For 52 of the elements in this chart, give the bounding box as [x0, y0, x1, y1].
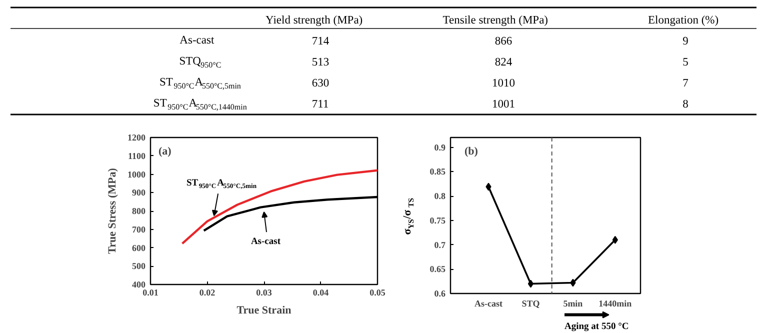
- x-tick-label: 5min: [563, 298, 583, 308]
- text: As-cast: [180, 34, 215, 46]
- point: [486, 182, 492, 191]
- text: 8: [682, 98, 689, 110]
- text: 711: [312, 98, 329, 110]
- text: Tensile strength (MPa): [442, 14, 548, 26]
- y-tick-label: 700: [132, 224, 146, 234]
- y-tick-label: 800: [132, 206, 146, 216]
- point: [570, 278, 576, 287]
- y-tick-label: 1100: [128, 150, 146, 161]
- y-tick-label: 0.85: [430, 166, 446, 177]
- text: 1001: [492, 98, 516, 110]
- x-axis-title: True Strain: [236, 304, 292, 316]
- annotation: As-cast: [250, 237, 282, 248]
- y-tick-label: 0.75: [430, 215, 446, 226]
- text: 866: [494, 36, 512, 48]
- text: 824: [494, 56, 512, 68]
- y-tick-label: 0.65: [430, 264, 446, 274]
- text: (a): [158, 146, 172, 158]
- text: 9: [682, 36, 689, 48]
- x-tick-label: 1440min: [598, 298, 632, 308]
- text: 5: [682, 56, 689, 68]
- text: 714: [312, 36, 330, 48]
- y-tick-label: 400: [132, 280, 146, 290]
- text: (b): [464, 146, 478, 158]
- x-tick-label: 0.04: [312, 288, 330, 298]
- y-tick-label: 0.9: [434, 142, 446, 152]
- point: [612, 236, 618, 244]
- y-axis-title: True Stress (MPa): [106, 168, 118, 254]
- x-tick-label: 0.01: [142, 288, 159, 298]
- text: Aging at 550 °C: [564, 322, 629, 332]
- y-tick-label: 0.8: [434, 191, 446, 201]
- x-tick-label: 0.02: [199, 288, 216, 298]
- y-tick-label: 1000: [128, 169, 146, 180]
- point: [528, 280, 534, 288]
- text: 7: [682, 78, 689, 90]
- y-tick-label: 600: [132, 242, 146, 253]
- x-tick-label: As-cast: [474, 298, 503, 308]
- y-tick-label: 900: [132, 188, 146, 198]
- x-tick-label: 0.05: [370, 288, 386, 298]
- text: 630: [312, 78, 330, 90]
- y-tick-label: 1200: [128, 132, 146, 142]
- text: Elongation (%): [648, 14, 719, 26]
- y-tick-label: 500: [132, 261, 146, 272]
- x-tick-label: STQ: [522, 298, 540, 308]
- text: Yield strength (MPa): [266, 14, 363, 26]
- text: 513: [312, 56, 330, 68]
- y-tick-label: 0.6: [434, 288, 446, 298]
- x-tick-label: 0.03: [256, 288, 272, 298]
- line-series: [181, 169, 378, 245]
- text: 1010: [492, 78, 516, 90]
- y-tick-label: 0.7: [434, 240, 446, 250]
